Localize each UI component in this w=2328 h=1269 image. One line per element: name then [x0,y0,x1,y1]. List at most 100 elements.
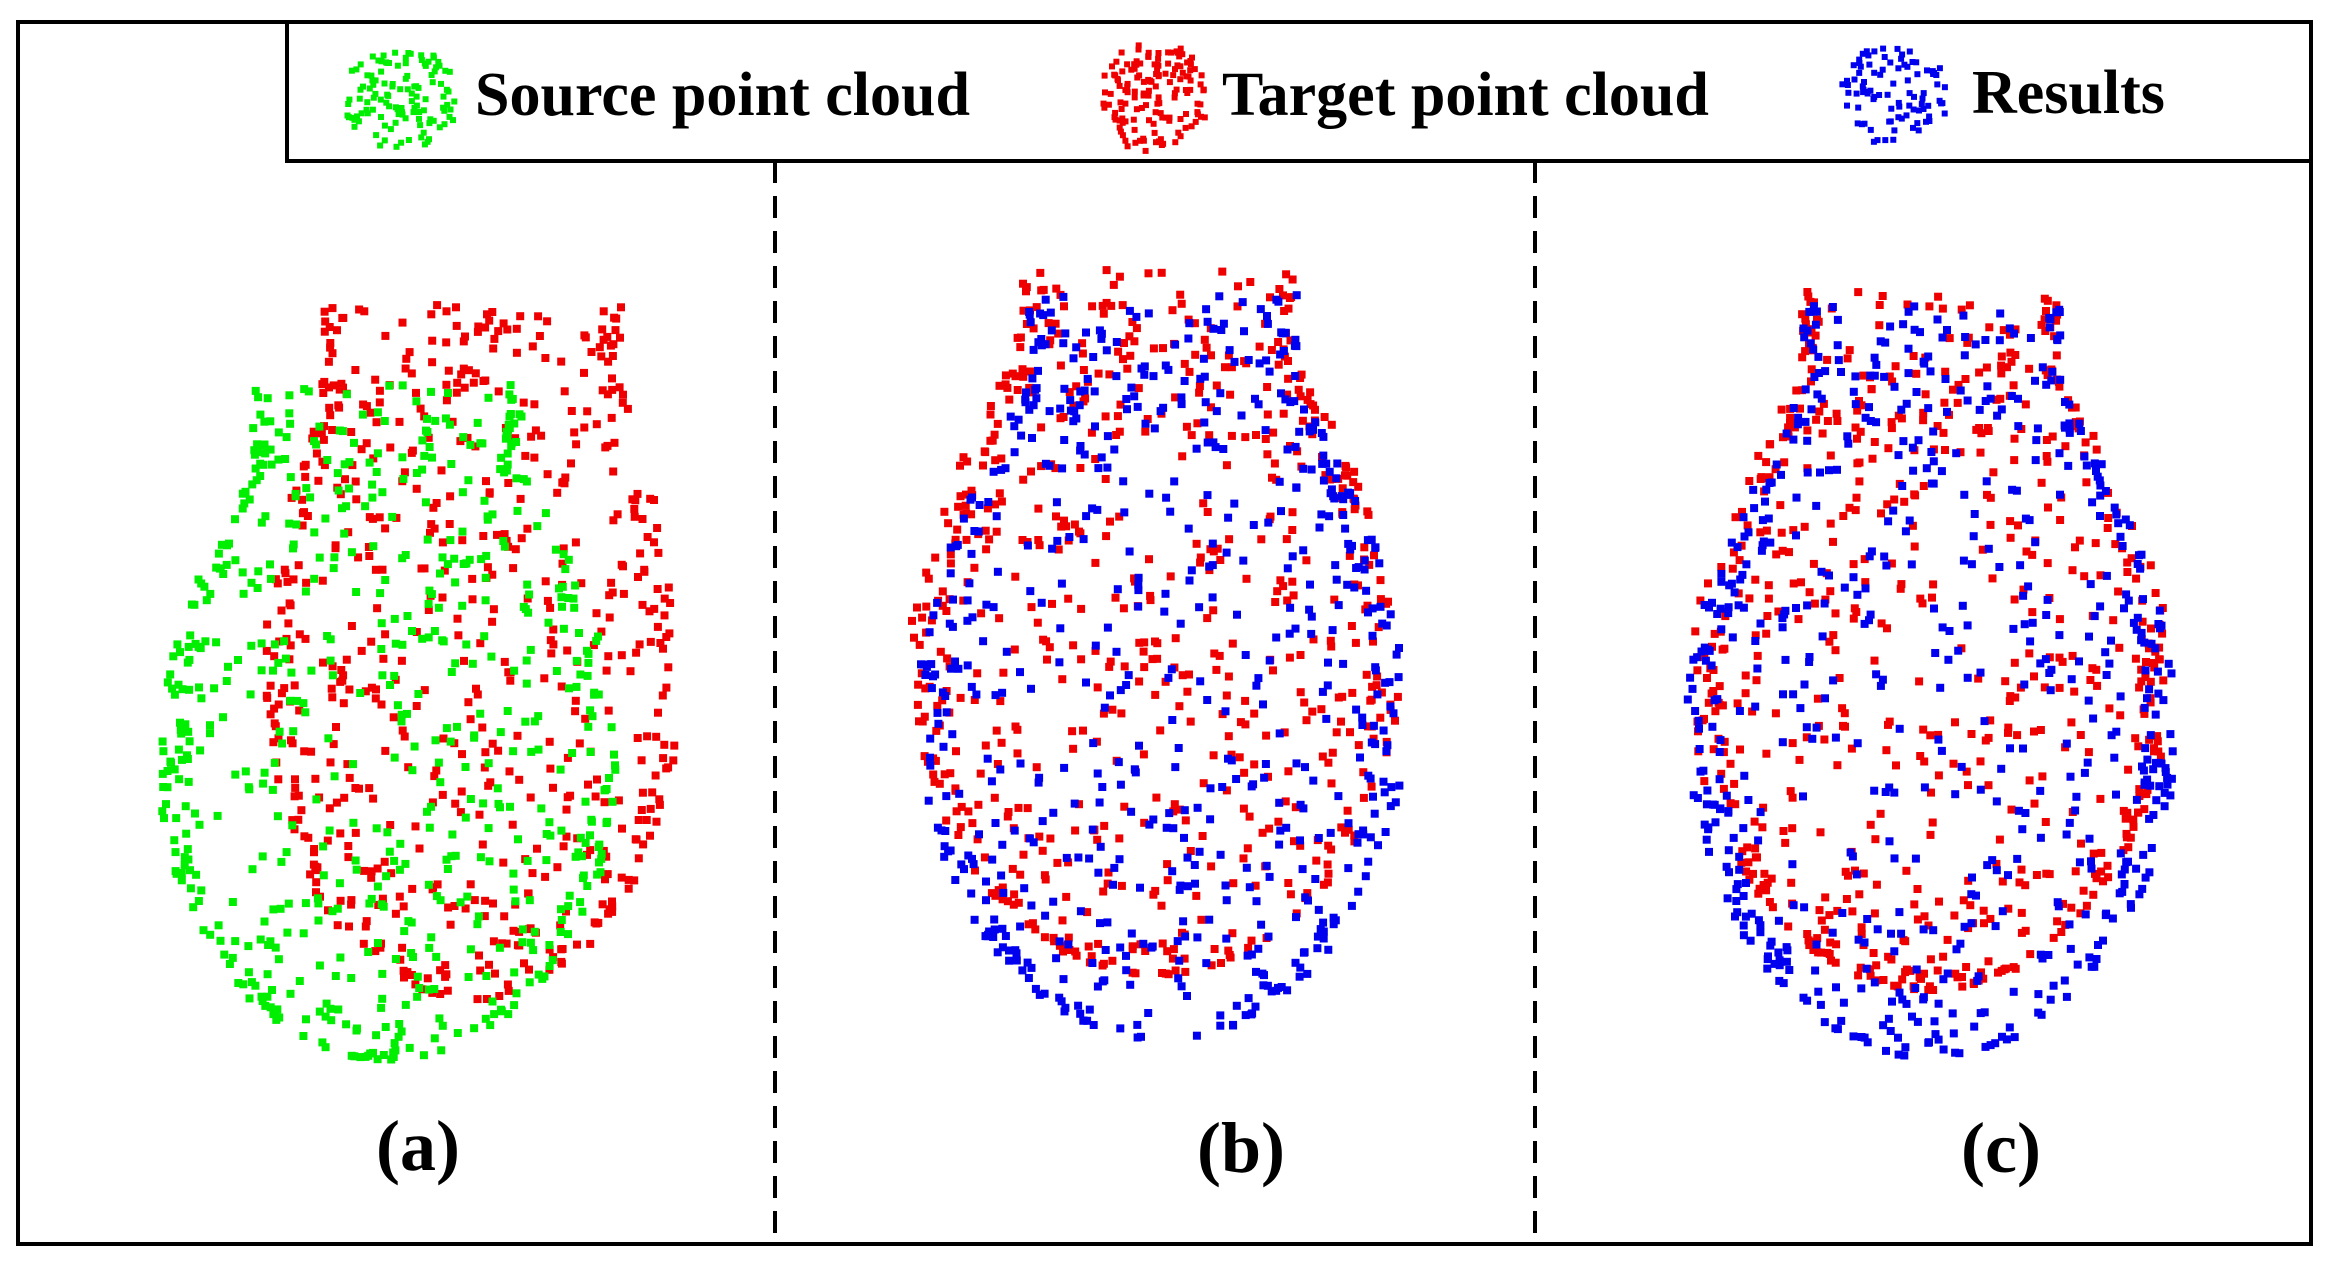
legend-swatch-results [1839,45,1948,145]
result-point [1948,1009,1957,1018]
target-point [653,585,662,593]
target-point [1992,395,2001,404]
result-point [1299,804,1308,813]
source-point [446,737,455,746]
target-point [952,747,960,756]
result-point [1367,535,1376,544]
target-point [1859,371,1868,380]
result-point [1065,533,1074,541]
result-point [1131,768,1140,777]
target-point [662,764,671,773]
target-point [974,800,983,809]
target-point [1803,930,1812,938]
result-point [1350,583,1359,592]
target-point [1093,835,1102,844]
result-point [1734,601,1743,610]
target-point [1798,310,1807,319]
result-point [2140,780,2149,789]
target-point [1887,559,1896,568]
result-point [1975,405,1984,414]
result-point [2056,331,2065,340]
legend-swatch-point [1119,68,1126,75]
result-point [1905,516,1914,525]
target-point [1851,506,1860,515]
legend-swatch-point [1906,48,1913,55]
result-point [946,846,955,855]
result-point [2042,611,2051,619]
target-point [1087,428,1096,437]
legend-box [285,20,2313,163]
legend-swatch-point [431,68,438,75]
result-point [1901,527,1910,536]
result-point [975,830,983,839]
result-point [1756,619,1765,628]
result-point [1967,890,1976,899]
target-point [460,383,469,392]
target-point [378,565,387,574]
result-point [2013,854,2022,863]
source-point [377,645,386,653]
source-point [352,865,361,874]
result-point [2124,596,2133,605]
source-point [572,682,581,691]
result-point [1261,760,1270,768]
target-point [1359,768,1368,777]
target-point [1749,869,1757,878]
target-point [1207,403,1215,412]
target-point [630,505,639,513]
source-point [525,590,534,599]
result-point [1960,351,1969,360]
result-point [2075,419,2084,428]
target-point [1986,716,1995,725]
target-point [1945,334,1954,343]
source-point [484,824,493,833]
result-point [1984,544,1993,553]
target-point [1240,768,1249,777]
target-point [1817,916,1826,925]
target-point [342,655,351,664]
legend-swatch-point [1184,90,1191,96]
result-point [1329,913,1338,922]
result-point [1027,901,1036,910]
result-point [1082,678,1090,687]
result-point [1261,426,1270,435]
legend-swatch-point [1145,53,1152,60]
target-point [1040,933,1049,942]
target-point [1337,823,1346,832]
legend-swatch-point [1197,81,1204,88]
result-point [1323,681,1332,690]
target-point [658,691,667,700]
result-point [2012,486,2021,495]
target-point [319,435,328,444]
legend: Source point cloud Target point cloud Re… [285,20,2313,163]
result-point [2154,689,2163,698]
result-point [1116,943,1125,952]
result-point [1717,577,1726,586]
result-point [1064,940,1073,949]
result-point [925,628,934,637]
result-point [1837,368,1845,376]
result-point [1012,949,1021,958]
result-point [1057,579,1066,588]
target-point [386,821,395,829]
target-point [277,689,286,698]
target-point [940,507,949,516]
target-point [631,496,640,505]
source-point [418,465,427,474]
legend-swatch-point [1166,117,1173,124]
target-point [2071,867,2080,876]
target-point [1187,431,1196,440]
target-point [1351,638,1360,647]
source-point [381,576,390,584]
target-point [1974,674,1983,683]
source-point [430,985,439,993]
target-point [624,875,633,884]
target-point [452,321,461,330]
target-point [2017,865,2026,874]
source-point [436,778,445,787]
target-point [1813,694,1822,703]
target-point [1103,879,1112,888]
target-point [575,739,584,748]
result-point [1010,826,1019,835]
result-point [2046,686,2055,695]
